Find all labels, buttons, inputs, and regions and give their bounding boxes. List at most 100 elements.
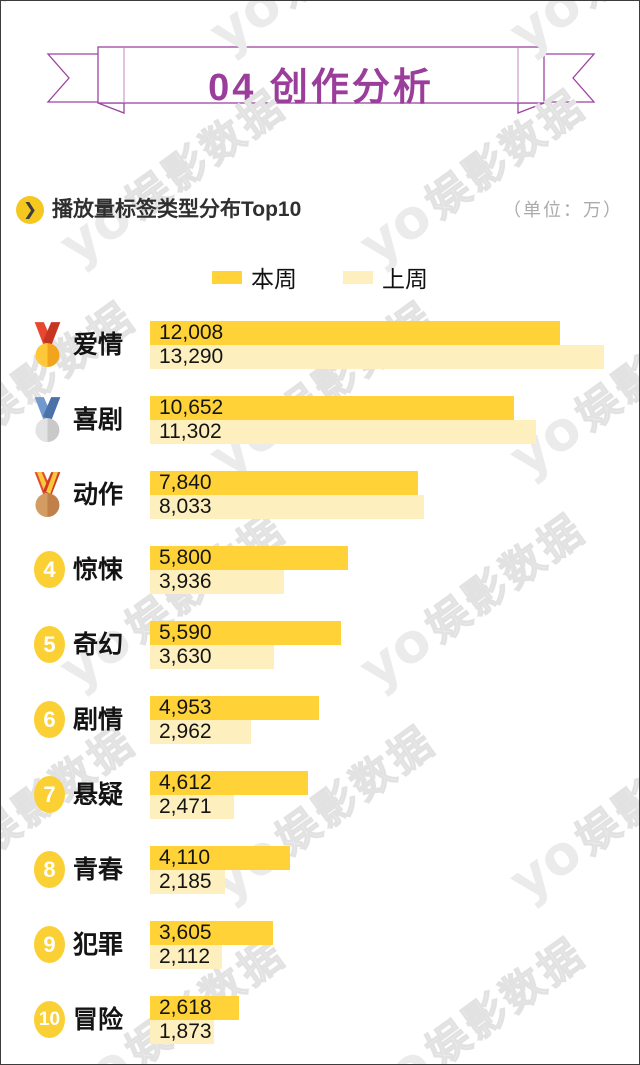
category-label: 青春 [73, 856, 124, 884]
bar-value-label: 11,302 [159, 420, 222, 443]
bar-last-week: 2,471 [150, 795, 234, 819]
bar-value-label: 3,605 [159, 921, 212, 944]
rank-number: 4 [34, 551, 65, 588]
bar-this-week: 4,953 [150, 696, 319, 720]
bar-value-label: 4,612 [159, 771, 212, 794]
category-label: 悬疑 [73, 781, 124, 809]
rank-badge: 6 [31, 696, 71, 744]
chart-row: 喜剧 10,652 11,302 [1, 396, 639, 471]
category-label: 冒险 [73, 1006, 124, 1034]
bars-group: 5,800 3,936 [150, 546, 348, 594]
legend-swatch [212, 270, 242, 284]
bar-this-week: 12,008 [150, 321, 560, 345]
rank-badge: 8 [31, 846, 71, 894]
rank-badge: 10 [31, 996, 71, 1044]
chart-row: 7 悬疑 4,612 2,471 [1, 771, 639, 846]
bar-last-week: 2,185 [150, 870, 225, 894]
bar-value-label: 10,652 [159, 396, 224, 419]
chart-row: 9 犯罪 3,605 2,112 [1, 921, 639, 996]
bar-this-week: 4,612 [150, 771, 308, 795]
ribbon-band [97, 46, 545, 104]
bars-group: 4,953 2,962 [150, 696, 319, 744]
bars-group: 3,605 2,112 [150, 921, 273, 969]
bar-this-week: 5,590 [150, 621, 341, 645]
category-label: 惊悚 [73, 556, 124, 584]
bar-value-label: 4,110 [159, 846, 210, 869]
rank-badge: 4 [31, 546, 71, 594]
chart-row: 4 惊悚 5,800 3,936 [1, 546, 639, 621]
bar-this-week: 10,652 [150, 396, 514, 420]
bar-value-label: 3,936 [159, 570, 212, 593]
section-title: 播放量标签类型分布Top10 [52, 198, 302, 221]
rank-number: 5 [34, 626, 65, 663]
rank-badge: 7 [31, 771, 71, 819]
bar-value-label: 2,962 [159, 720, 212, 743]
bar-value-label: 12,008 [159, 321, 224, 344]
section-header: ❯ 播放量标签类型分布Top10 （单位：万） [1, 194, 639, 226]
bar-last-week: 3,936 [150, 570, 284, 594]
bar-value-label: 4,953 [159, 696, 212, 719]
rank-number: 8 [34, 851, 65, 888]
category-label: 剧情 [73, 706, 124, 734]
rank-number: 9 [34, 926, 65, 963]
category-label: 犯罪 [73, 931, 124, 959]
ribbon-banner-shape [46, 46, 596, 114]
category-label: 动作 [73, 481, 124, 509]
rank-number: 10 [34, 1001, 65, 1038]
bars-group: 2,618 1,873 [150, 996, 239, 1044]
bar-this-week: 7,840 [150, 471, 418, 495]
chart-row: 6 剧情 4,953 2,962 [1, 696, 639, 771]
chart-row: 10 冒险 2,618 1,873 [1, 996, 639, 1064]
bar-value-label: 5,800 [159, 546, 212, 569]
rank-number: 7 [34, 776, 65, 813]
bar-value-label: 2,112 [159, 945, 210, 968]
bar-last-week: 3,630 [150, 645, 274, 669]
bars-group: 4,612 2,471 [150, 771, 308, 819]
legend-item: 上周 [343, 260, 428, 294]
bar-value-label: 3,630 [159, 645, 212, 668]
banner: 04 创作分析 [1, 1, 639, 131]
bar-value-label: 5,590 [159, 621, 212, 644]
bar-last-week: 8,033 [150, 495, 424, 519]
bars-group: 12,008 13,290 [150, 321, 604, 369]
chart-row: 5 奇幻 5,590 3,630 [1, 621, 639, 696]
bar-value-label: 7,840 [159, 471, 212, 494]
bar-value-label: 2,618 [159, 996, 212, 1019]
bars-group: 4,110 2,185 [150, 846, 290, 894]
rank-badge: 9 [31, 921, 71, 969]
legend-swatch [343, 270, 373, 284]
chart-row: 8 青春 4,110 2,185 [1, 846, 639, 921]
bar-value-label: 2,471 [159, 795, 212, 818]
bar-this-week: 3,605 [150, 921, 273, 945]
unit-note: （单位：万） [503, 200, 623, 220]
bar-last-week: 11,302 [150, 420, 536, 444]
bar-value-label: 13,290 [159, 345, 224, 368]
legend-label: 本周 [251, 266, 297, 292]
legend: 本周 上周 [1, 260, 639, 294]
bar-value-label: 8,033 [159, 495, 212, 518]
bar-value-label: 1,873 [159, 1020, 212, 1043]
bar-last-week: 2,962 [150, 720, 251, 744]
rank-number: 6 [34, 701, 65, 738]
gold-medal-icon [31, 321, 71, 369]
legend-item: 本周 [212, 260, 297, 294]
bars-group: 7,840 8,033 [150, 471, 424, 519]
chart-row: 动作 7,840 8,033 [1, 471, 639, 546]
bar-last-week: 2,112 [150, 945, 222, 969]
bar-this-week: 4,110 [150, 846, 290, 870]
legend-label: 上周 [382, 266, 428, 292]
bar-this-week: 5,800 [150, 546, 348, 570]
category-label: 奇幻 [73, 631, 124, 659]
silver-medal-icon [31, 396, 71, 444]
bar-this-week: 2,618 [150, 996, 239, 1020]
chart-row: 爱情 12,008 13,290 [1, 321, 639, 396]
rank-badge: 5 [31, 621, 71, 669]
bars-group: 10,652 11,302 [150, 396, 536, 444]
banner-title: 04 创作分析 [208, 67, 434, 109]
bronze-medal-icon [31, 471, 71, 519]
category-label: 喜剧 [73, 406, 124, 434]
bar-last-week: 13,290 [150, 345, 604, 369]
chevron-bullet-icon: ❯ [16, 196, 44, 224]
